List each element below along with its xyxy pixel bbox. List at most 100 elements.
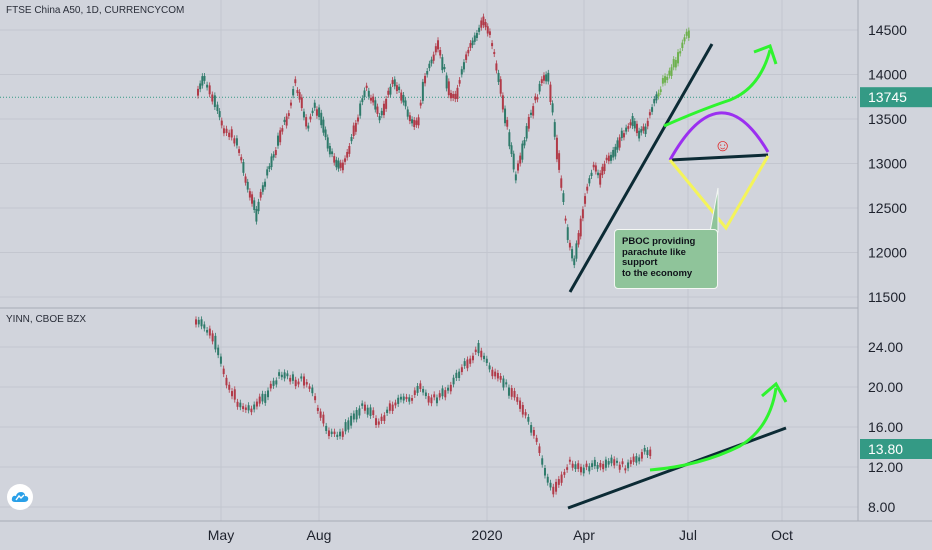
candle-body [352, 125, 355, 136]
candle-body [344, 422, 347, 432]
candle-body [577, 463, 580, 469]
candle-body [374, 100, 377, 110]
candle-body [346, 151, 349, 158]
candle-body [488, 365, 491, 370]
candle-body [543, 468, 546, 476]
candle-body [389, 86, 392, 95]
candle-body [275, 380, 278, 385]
candle-body [615, 460, 618, 463]
candle-body [475, 32, 478, 38]
candle-body [264, 181, 267, 187]
time-axis[interactable]: May Aug 2020 Apr Jul Oct [208, 527, 793, 543]
candle-body [405, 396, 408, 400]
candle-body [413, 119, 416, 128]
candle-body [563, 471, 566, 475]
candle-body [218, 111, 221, 118]
candle-body [622, 133, 625, 138]
candle-body [471, 40, 474, 46]
candle-body [239, 402, 242, 408]
candle-body [483, 355, 486, 360]
candle-body [257, 201, 260, 212]
candle-body [574, 464, 577, 470]
candle-body [279, 130, 282, 143]
price-tick-label: 12.00 [868, 459, 903, 475]
candle-body [612, 149, 615, 158]
bottom-symbol-legend[interactable]: YINN, CBOE BZX [6, 314, 87, 325]
candle-body [369, 97, 372, 101]
candle-body [391, 80, 394, 85]
candle-body [285, 116, 288, 126]
candle-body [434, 46, 437, 53]
candle-body [557, 479, 560, 485]
candle-body [305, 117, 308, 127]
candle-body [397, 397, 400, 404]
upward-arrow-top [663, 49, 772, 128]
candle-body [248, 191, 251, 198]
candle-body [289, 102, 292, 106]
candle-body [579, 466, 582, 473]
candle-body [616, 140, 619, 150]
candle-body [605, 157, 608, 161]
candle-body [272, 380, 275, 386]
candle-body [535, 437, 538, 442]
candle-body [236, 401, 239, 407]
candle-body [485, 358, 488, 363]
candle-body [320, 112, 323, 126]
top-symbol-legend[interactable]: FTSE China A50, 1D, CURRENCYCOM [6, 5, 185, 16]
candle-body [258, 396, 261, 404]
candle-body [591, 463, 594, 468]
candle-body [510, 388, 513, 397]
arrow-head-bottom-icon [761, 381, 788, 403]
candle-body [439, 50, 442, 56]
candle-body [585, 463, 588, 468]
candle-body [424, 75, 427, 84]
candle-body [629, 460, 632, 464]
candle-body [632, 456, 635, 462]
candle-body [358, 408, 361, 416]
candle-body [677, 52, 680, 64]
pboc-callout: PBOC providing parachute like support to… [614, 229, 718, 289]
candle-body [594, 165, 597, 172]
candle-body [588, 466, 591, 472]
last-price-badge-bottom-label: 13.80 [868, 441, 903, 457]
time-tick-label: Oct [771, 527, 793, 543]
candle-body [521, 143, 524, 160]
candle-body [286, 373, 289, 377]
candle-body [398, 86, 401, 91]
candle-body [599, 463, 602, 468]
candle-body [471, 355, 474, 361]
candle-body [648, 112, 651, 116]
candle-body [296, 90, 299, 94]
candle-body [430, 59, 433, 64]
candle-body [199, 83, 202, 90]
candle-body [268, 166, 271, 170]
candle-body [308, 386, 311, 389]
candle-body [369, 407, 372, 416]
candle-body [621, 461, 624, 465]
candle-body [222, 128, 225, 134]
candle-body [391, 404, 394, 411]
candle-body [261, 393, 264, 402]
candle-body [460, 367, 463, 373]
candle-body [393, 79, 396, 87]
candle-body [416, 386, 419, 393]
callout-line: PBOC providing [622, 236, 696, 247]
candle-body [643, 447, 646, 452]
last-price-badge-bottom [860, 439, 932, 459]
callout-line: support [622, 257, 658, 268]
candle-body [445, 75, 448, 89]
price-tick-label: 12000 [868, 245, 907, 261]
candle-body [378, 115, 381, 121]
time-tick-label: May [208, 527, 234, 543]
candle-body [354, 122, 357, 132]
tradingview-logo[interactable] [7, 484, 33, 510]
candle-body [560, 178, 563, 188]
price-axis[interactable]: 14500 14000 13500 13000 12500 12000 11500 24.00… [868, 22, 907, 515]
candle-body [220, 120, 223, 126]
candle-body [415, 120, 418, 125]
candle-body [571, 463, 574, 468]
candle-body [339, 431, 342, 437]
candle-body [496, 372, 499, 379]
candle-body [558, 153, 561, 170]
